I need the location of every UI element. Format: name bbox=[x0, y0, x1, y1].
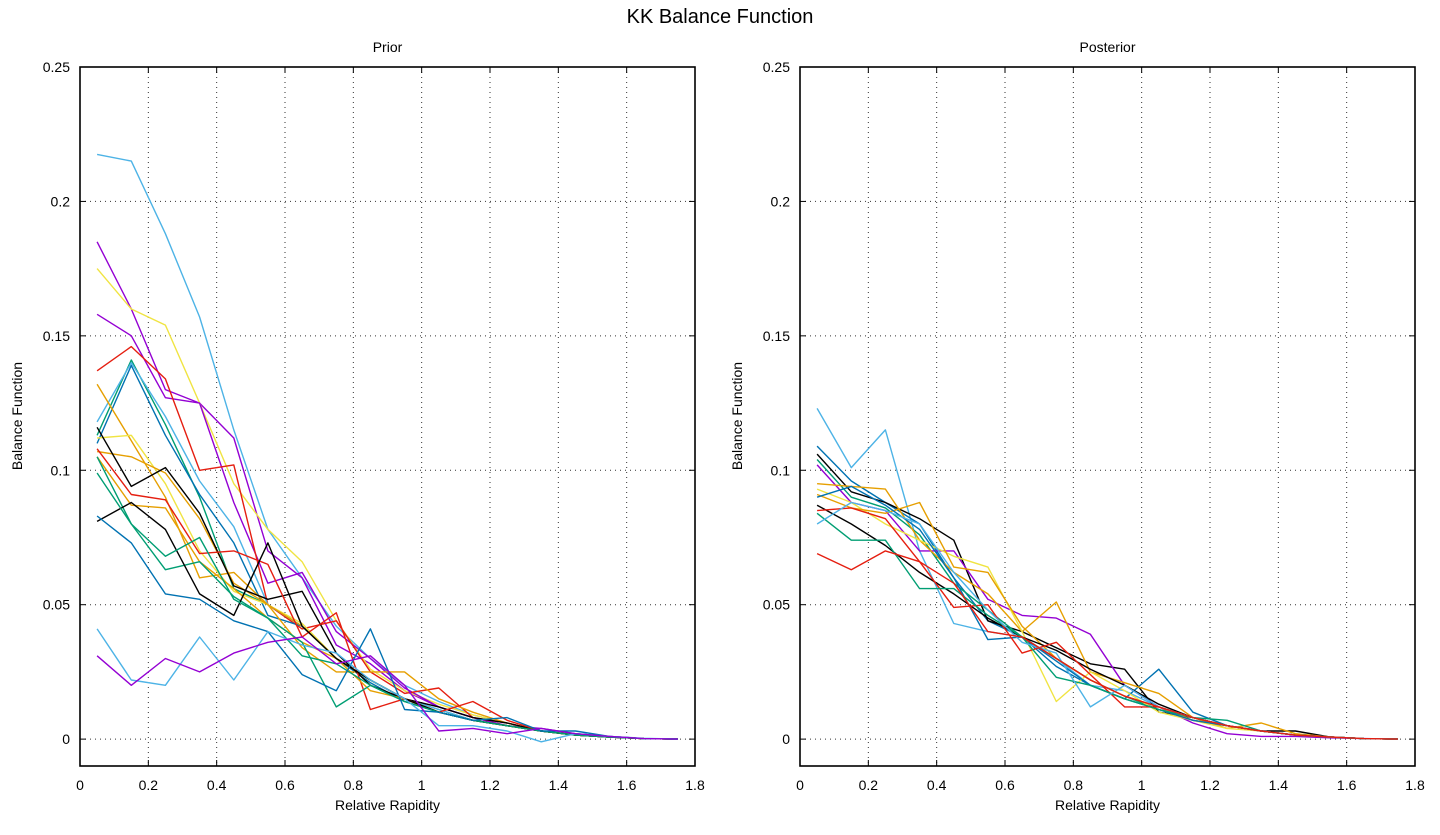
prior-y-tick-label: 0.05 bbox=[43, 597, 70, 613]
posterior-series-5-line bbox=[816, 464, 1398, 740]
prior-x-tick-label: 1.8 bbox=[685, 777, 705, 793]
prior-x-tick-label: 1.6 bbox=[617, 777, 637, 793]
posterior-y-tick-label: 0.2 bbox=[771, 193, 791, 209]
prior-x-tick-label: 0.6 bbox=[275, 777, 295, 793]
prior-series-9-line bbox=[96, 383, 678, 740]
prior-y-tick-label: 0.1 bbox=[51, 462, 71, 478]
prior-series-2-line bbox=[96, 241, 678, 740]
prior-series-12-line bbox=[96, 426, 678, 740]
posterior-x-tick-label: 0.4 bbox=[927, 777, 947, 793]
posterior-series-3-line bbox=[816, 453, 1398, 740]
prior-x-tick-label: 1 bbox=[418, 777, 426, 793]
posterior-x-axis-label: Relative Rapidity bbox=[1055, 797, 1160, 813]
posterior-series-11-line bbox=[817, 507, 1398, 740]
prior-series-18-line bbox=[96, 515, 678, 740]
prior-series-11-line bbox=[96, 450, 678, 740]
posterior-x-tick-label: 1 bbox=[1138, 777, 1146, 793]
posterior-series-8-line bbox=[816, 493, 1398, 740]
posterior-series-12-line bbox=[816, 512, 1398, 740]
posterior-y-tick-label: 0.25 bbox=[763, 59, 790, 75]
posterior-series-4-line bbox=[816, 459, 1398, 740]
posterior-x-tick-label: 1.6 bbox=[1337, 777, 1357, 793]
prior-panel-title: Prior bbox=[373, 39, 403, 55]
prior-x-tick-label: 1.4 bbox=[549, 777, 569, 793]
prior-series-19-line bbox=[96, 628, 678, 743]
prior-y-tick-label: 0.15 bbox=[43, 328, 70, 344]
posterior-y-tick-label: 0.15 bbox=[763, 328, 790, 344]
posterior-x-tick-label: 1.8 bbox=[1405, 777, 1425, 793]
posterior-series-13-line bbox=[816, 501, 1398, 740]
prior-y-tick-label: 0.25 bbox=[43, 59, 70, 75]
posterior-x-tick-label: 1.2 bbox=[1200, 777, 1220, 793]
prior-x-tick-label: 0.2 bbox=[139, 777, 159, 793]
posterior-series-2-line bbox=[816, 445, 1398, 740]
prior-x-tick-label: 0.4 bbox=[207, 777, 227, 793]
posterior-x-tick-label: 0.8 bbox=[1064, 777, 1084, 793]
posterior-panel-title: Posterior bbox=[1079, 39, 1135, 55]
posterior-x-tick-label: 1.4 bbox=[1269, 777, 1289, 793]
posterior-series-10-line bbox=[816, 504, 1398, 740]
prior-y-tick-label: 0 bbox=[62, 731, 70, 747]
posterior-x-tick-label: 0.2 bbox=[859, 777, 879, 793]
prior-x-axis-label: Relative Rapidity bbox=[335, 797, 440, 813]
prior-y-axis-label: Balance Function bbox=[9, 362, 25, 470]
prior-y-tick-label: 0.2 bbox=[51, 193, 71, 209]
posterior-y-tick-label: 0 bbox=[782, 731, 790, 747]
prior-series-1-line bbox=[96, 153, 678, 740]
prior-x-tick-label: 0 bbox=[76, 777, 84, 793]
posterior-y-tick-label: 0.1 bbox=[771, 462, 791, 478]
posterior-y-tick-label: 0.05 bbox=[763, 597, 790, 613]
figure-title: KK Balance Function bbox=[626, 6, 814, 28]
prior-series-20-line bbox=[96, 636, 678, 740]
posterior-series-1-line bbox=[816, 408, 1398, 740]
posterior-series-9-line bbox=[816, 485, 1398, 740]
posterior-y-axis-label: Balance Function bbox=[729, 362, 745, 470]
posterior-x-tick-label: 0.6 bbox=[995, 777, 1015, 793]
prior-plot-frame bbox=[79, 66, 696, 767]
posterior-series-7-line bbox=[816, 488, 1398, 740]
prior-series-17-line bbox=[96, 472, 678, 740]
posterior-series-14-line bbox=[816, 550, 1398, 740]
prior-x-tick-label: 1.2 bbox=[480, 777, 500, 793]
posterior-x-tick-label: 0 bbox=[796, 777, 804, 793]
prior-x-tick-label: 0.8 bbox=[344, 777, 364, 793]
posterior-plot-frame bbox=[799, 66, 1416, 767]
prior-series-4-line bbox=[96, 313, 678, 740]
